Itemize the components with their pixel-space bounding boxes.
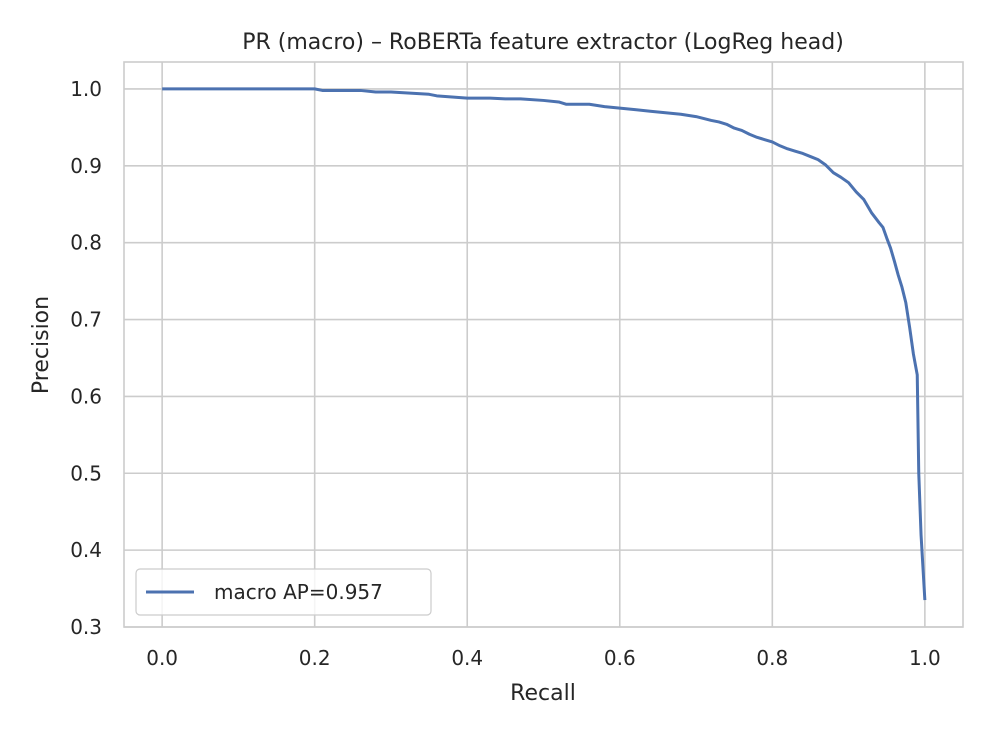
y-tick-label: 0.8 [70,231,102,255]
grid-lines [124,62,963,628]
y-tick-label: 0.9 [70,154,102,178]
legend-box [135,568,432,616]
x-tick-label: 0.2 [299,646,331,670]
plot-area-frame [123,61,964,628]
y-tick-label: 0.7 [70,308,102,332]
y-tick-label: 1.0 [70,77,102,101]
legend-entry-label: macro AP=0.957 [214,580,383,604]
series-line-macro-ap [162,87,927,601]
y-axis-label: Precision [29,296,54,394]
chart-title: PR (macro) – RoBERTa feature extractor (… [242,30,844,55]
y-tick-label: 0.5 [70,461,102,485]
x-tick-label: 0.4 [451,646,483,670]
x-tick-label: 0.6 [604,646,636,670]
y-tick-label: 0.3 [70,615,102,639]
legend: macro AP=0.957 [135,568,432,616]
series-layer [162,87,927,601]
y-tick-labels: 0.3 0.4 0.5 0.6 0.7 0.8 0.9 1.0 [70,77,102,639]
x-tick-label: 1.0 [909,646,941,670]
x-axis-label: Recall [510,681,576,706]
x-tick-labels: 0.0 0.2 0.4 0.6 0.8 1.0 [146,646,941,670]
x-tick-label: 0.8 [756,646,788,670]
y-tick-label: 0.4 [70,538,102,562]
x-tick-label: 0.0 [146,646,178,670]
y-tick-label: 0.6 [70,384,102,408]
